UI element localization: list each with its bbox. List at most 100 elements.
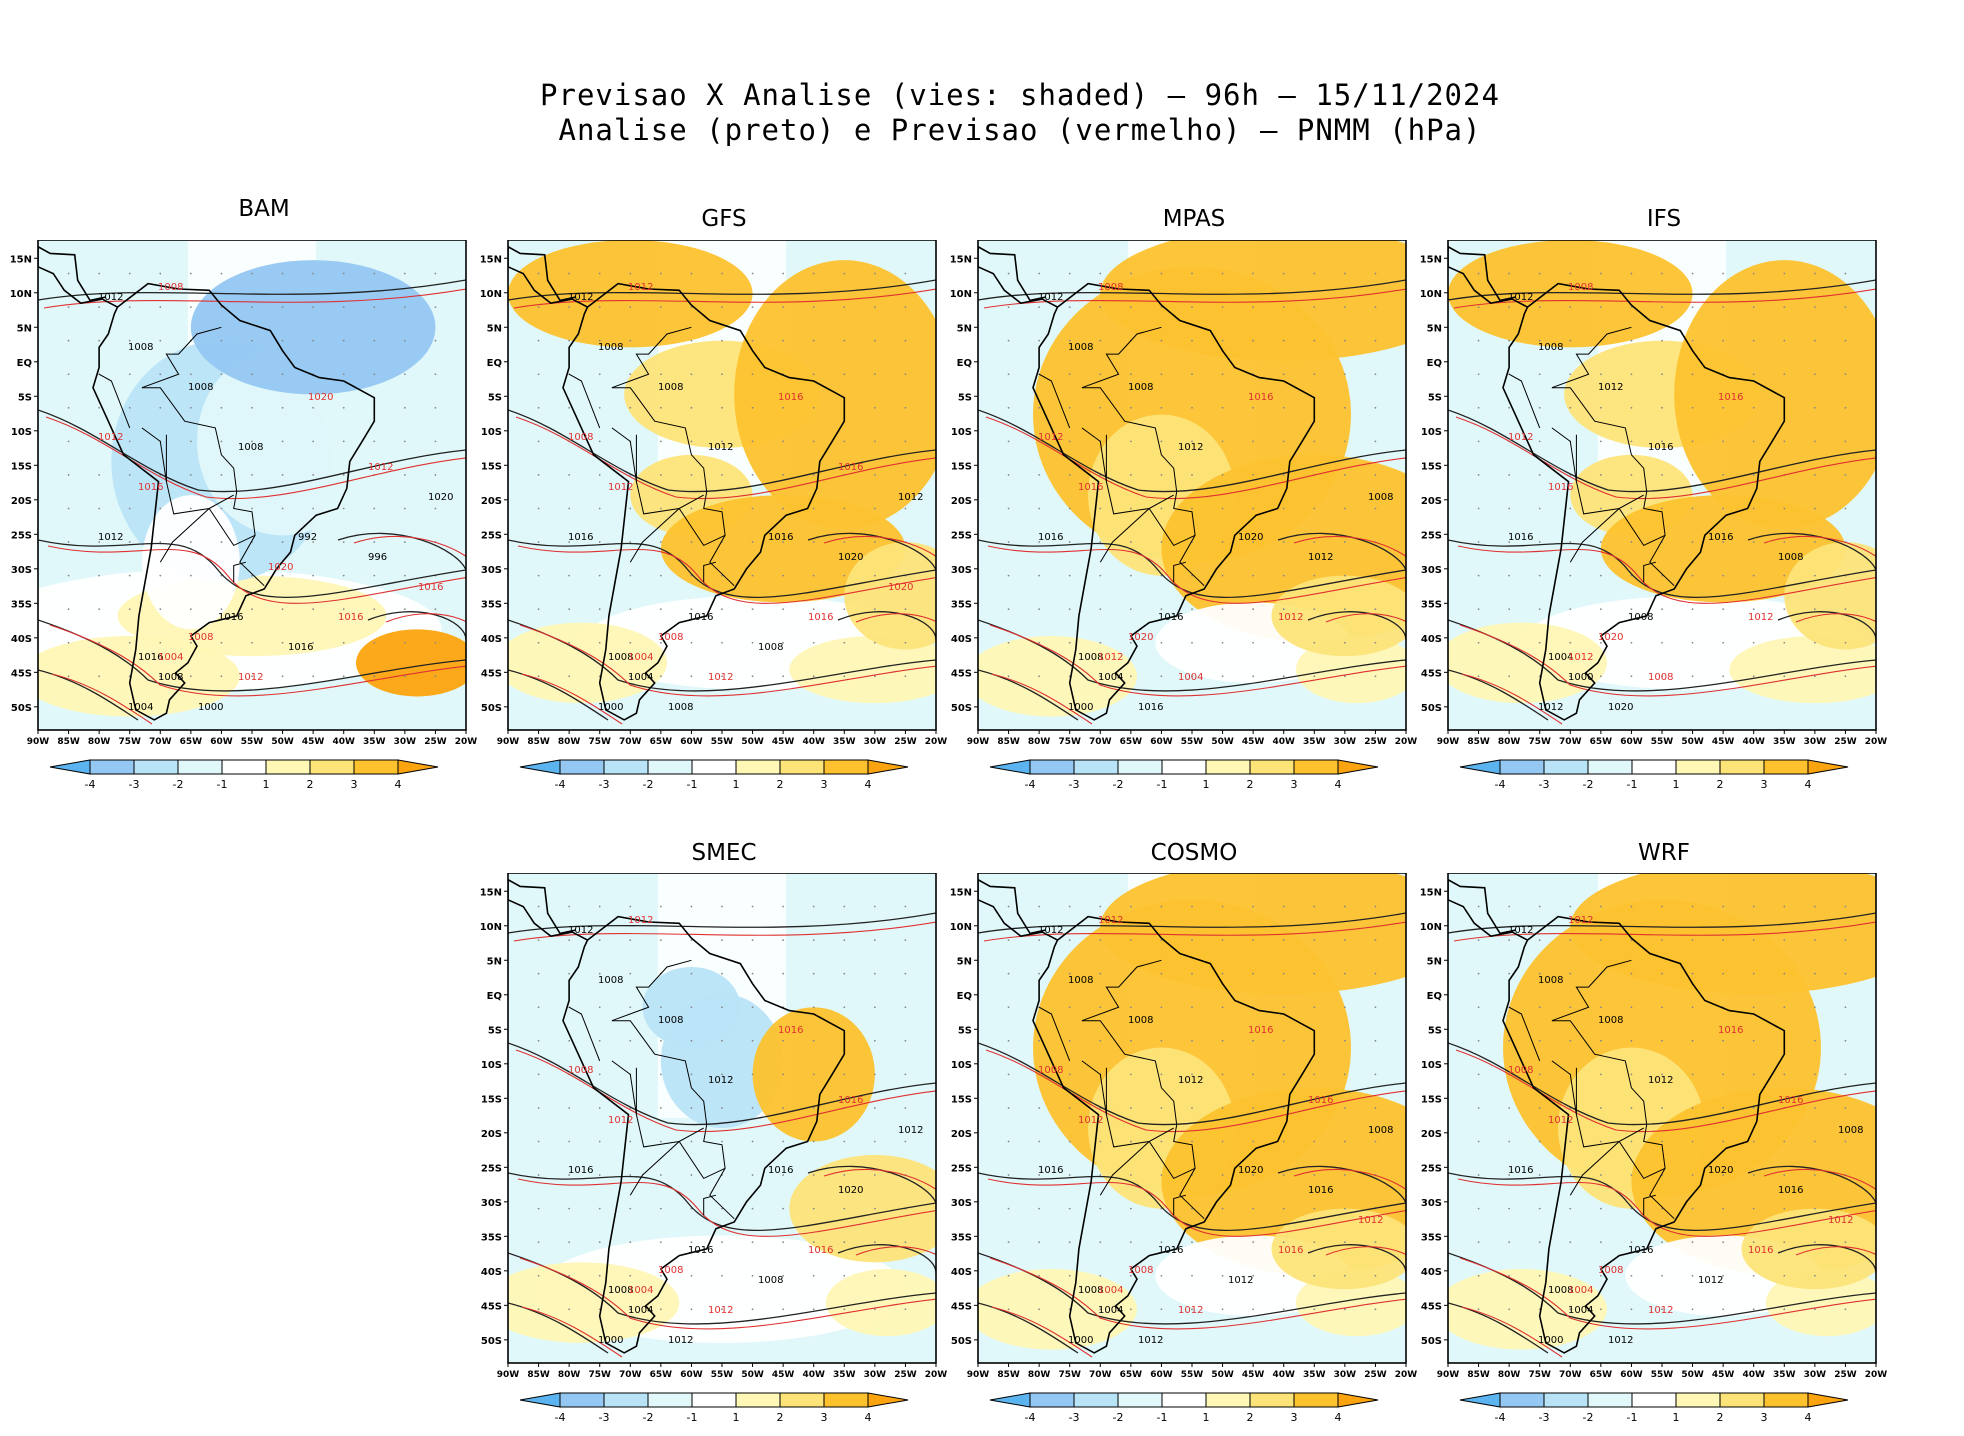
contour-label-analysis: 1008 [1068,342,1093,353]
grid-dot [1691,1308,1694,1311]
panel-title-smec: SMEC [691,840,757,866]
grid-dot [751,272,754,275]
country-border [1508,1006,1541,1062]
grid-dot [1630,608,1633,611]
lat-label: 15N [480,887,502,898]
contour-label-analysis: 1016 [568,1165,593,1176]
grid-dot [1038,1174,1041,1176]
country-border [703,1194,717,1216]
grid-dot [281,373,284,376]
grid-dot [1752,1308,1755,1311]
grid-dot [1661,507,1663,510]
country-border [165,434,234,515]
lat-label: 35S [11,599,32,610]
grid-dot [1068,373,1071,376]
lat-label: 20S [951,496,972,507]
colorbar-swatch [309,759,355,775]
country-border [1551,1020,1675,1220]
grid-dot [1813,1006,1816,1009]
grid-dot [598,574,601,577]
grid-dot [1844,373,1847,376]
grid-dot [659,905,662,908]
contour-label-forecast: 1012 [1548,1115,1573,1126]
grid-dot [659,1174,662,1176]
grid-dot [659,675,662,678]
grid-dot [843,1274,846,1277]
grid-dot [1538,1073,1541,1076]
grid-dot [1783,507,1786,510]
isobar-analysis [38,409,466,493]
grid-dot [812,1308,815,1311]
colorbar-swatch [1499,759,1545,775]
grid-dot [1599,306,1602,309]
grid-dot [843,905,846,908]
grid-dot [312,440,315,443]
grid-dot [1129,641,1132,644]
grid-dot [1191,339,1193,342]
grid-dot [128,339,131,342]
contour-label-forecast: 1016 [1278,1245,1303,1256]
grid-dot [812,474,815,476]
grid-dot [537,406,540,409]
grid-dot [1282,939,1285,942]
grid-dot [98,406,101,409]
contour-label-forecast: 1016 [1718,392,1743,403]
grid-dot [1783,641,1786,644]
grid-dot [1538,474,1541,476]
grid-dot [1508,1241,1511,1244]
country-border [611,959,692,1022]
contour-label-analysis: 1008 [668,702,693,713]
grid-dot [434,675,437,678]
lon-label: 30W [1334,737,1357,747]
grid-dot [1844,905,1847,908]
grid-dot [67,339,70,342]
grid-dot [1343,1274,1346,1277]
colorbar-swatch [1073,759,1119,775]
grid-dot [1374,972,1377,975]
colorbar-swatch [1117,1392,1163,1408]
grid-dot [659,939,662,942]
lon-label: 45W [1242,737,1265,747]
grid-dot [312,406,315,409]
grid-dot [189,406,192,409]
isobar-forecast [1763,535,1876,558]
grid-dot [751,541,754,543]
lon-label: 75W [588,737,611,747]
grid-dot [1752,574,1755,577]
country-border [1643,561,1657,583]
contour-label-forecast: 1012 [1828,1215,1853,1226]
lat-label: 25S [481,530,502,541]
lat-label: 15N [10,254,32,265]
grid-dot [1252,608,1255,611]
grid-dot [598,440,601,443]
contour-label-forecast: 1012 [708,672,733,683]
grid-dot [1313,272,1316,275]
grid-dot [721,675,723,678]
contour-label-analysis: 1008 [1838,1125,1863,1136]
grid-dot [98,641,101,644]
grid-dot [1313,507,1316,510]
lon-label: 50W [1211,737,1234,747]
grid-dot [434,641,437,644]
grid-dot [1508,608,1511,611]
grid-dot [1477,1207,1480,1210]
grid-dot [598,507,601,510]
grid-dot [659,541,662,543]
contour-label-analysis: 1020 [1608,702,1633,713]
contour-label-analysis: 1008 [608,1285,633,1296]
grid-dot [812,541,815,543]
lon-label: 45W [1242,1370,1265,1380]
grid-dot [1691,1006,1694,1009]
grid-dot [1538,306,1541,309]
grid-dot [1191,440,1193,443]
grid-dot [873,1274,876,1277]
grid-dot [1599,474,1602,476]
grid-dot [1282,339,1285,342]
grid-dot [1538,440,1541,443]
isobar-analysis [978,619,1406,692]
contour-label-analysis: 1008 [758,1275,783,1286]
grid-dot [1007,306,1010,309]
grid-dot [189,574,192,577]
isobar-analysis [337,532,466,571]
grid-dot [1477,1039,1480,1042]
